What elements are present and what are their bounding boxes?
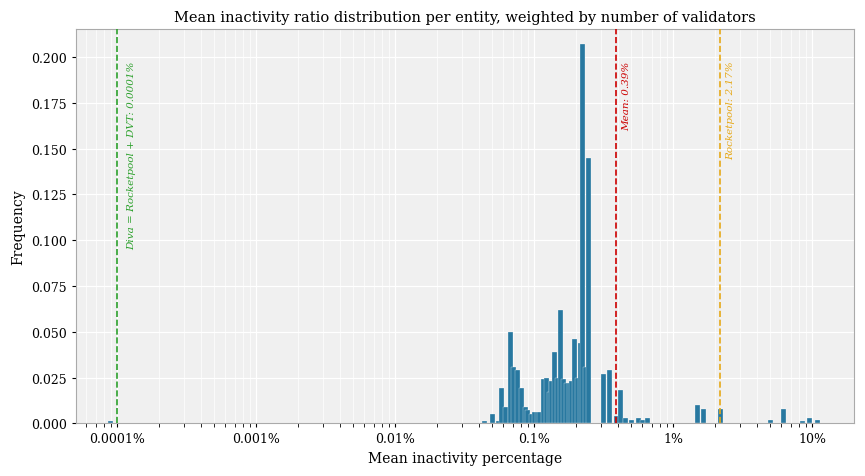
Bar (618, 390, 624, 424)
Bar (516, 370, 520, 424)
Text: Diva = Rocketpool + DVT: 0.0001%: Diva = Rocketpool + DVT: 0.0001% (127, 61, 137, 249)
Bar (567, 383, 572, 424)
Bar (564, 383, 569, 424)
Bar (768, 420, 772, 424)
Bar (644, 418, 650, 424)
Bar (496, 422, 501, 424)
Text: Rocketpool: 2.17%: Rocketpool: 2.17% (726, 61, 734, 160)
Bar (544, 378, 548, 424)
Bar (781, 409, 785, 424)
Bar (553, 352, 557, 424)
Bar (578, 343, 583, 424)
Bar (537, 412, 542, 424)
Bar (532, 412, 536, 424)
Bar (816, 420, 820, 424)
Bar (503, 407, 508, 424)
Bar (511, 367, 516, 424)
Bar (607, 370, 612, 424)
Bar (623, 418, 627, 424)
Bar (580, 45, 586, 424)
Bar (569, 381, 574, 424)
Bar (499, 389, 503, 424)
Bar (636, 418, 641, 424)
Bar (629, 420, 634, 424)
Bar (601, 374, 606, 424)
Bar (574, 378, 580, 424)
Bar (806, 418, 811, 424)
Bar (508, 332, 513, 424)
Bar (549, 381, 554, 424)
Y-axis label: Frequency: Frequency (11, 189, 25, 265)
Bar (718, 409, 723, 424)
Bar (547, 392, 552, 424)
Bar (701, 409, 706, 424)
Text: Mean: 0.39%: Mean: 0.39% (622, 61, 631, 130)
Bar (583, 367, 588, 424)
Title: Mean inactivity ratio distribution per entity, weighted by number of validators: Mean inactivity ratio distribution per e… (174, 11, 756, 25)
X-axis label: Mean inactivity percentage: Mean inactivity percentage (368, 451, 561, 465)
Bar (800, 422, 805, 424)
Bar (572, 339, 577, 424)
Bar (108, 422, 113, 424)
Bar (695, 405, 700, 424)
Bar (519, 389, 524, 424)
Bar (555, 378, 561, 424)
Bar (522, 407, 528, 424)
Bar (558, 310, 563, 424)
Bar (586, 159, 591, 424)
Bar (482, 422, 487, 424)
Bar (640, 420, 645, 424)
Bar (541, 379, 546, 424)
Bar (614, 416, 618, 424)
Bar (561, 379, 567, 424)
Bar (529, 414, 534, 424)
Bar (490, 414, 495, 424)
Bar (535, 412, 540, 424)
Bar (525, 411, 530, 424)
